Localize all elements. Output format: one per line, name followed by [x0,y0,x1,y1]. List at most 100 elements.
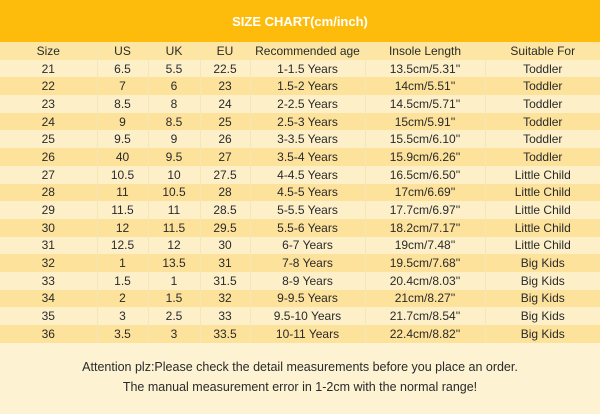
table-cell: 18.2cm/7.17'' [364,218,485,237]
table-cell: 25 [199,112,250,131]
table-cell: 1.5 [96,271,148,290]
table-cell: 33 [0,271,97,290]
table-cell: 6 [147,77,200,96]
table-cell: 10.5 [96,165,148,184]
table-cell: 31.5 [199,271,250,290]
table-cell: 8.5 [96,95,148,113]
table-row: 35 3 2.5 33 9.5-10 Years 21.7cm/8.54'' Big Kid… [0,307,600,325]
table-cell: 29 [0,201,97,219]
column-header: UK [147,42,200,60]
table-cell: 2-2.5 Years [249,95,365,113]
table-cell: 3 [147,325,200,343]
table-cell: 6.5 [96,59,148,78]
table-cell: 14cm/5.51'' [364,77,485,96]
table-cell: 11 [147,201,200,219]
table-row: 33 1.5 1 31.5 8-9 Years 20.4cm/8.03'' Big Kids [0,271,600,290]
table-cell: Toddler [484,112,600,131]
table-cell: 33.5 [199,325,250,343]
table-cell: 1.5-2 Years [249,77,365,96]
table-cell: 13.5cm/5.31'' [364,59,485,78]
table-cell: 28 [199,183,250,202]
table-cell: 22.5 [199,59,250,78]
table-cell: 32 [0,254,97,272]
table-cell: 25 [0,130,97,149]
column-header: US [96,42,148,60]
table-cell: 17cm/6.69'' [364,183,485,202]
table-row: 30 12 11.5 29.5 5.5-6 Years 18.2cm/7.17'' Litt… [0,218,600,237]
table-cell: 11.5 [147,218,200,237]
column-header: Size [0,42,97,60]
table-cell: Toddler [484,148,600,166]
table-cell: 23 [0,95,97,113]
table-cell: 9.5-10 Years [249,307,365,325]
table-cell: 34 [0,289,97,308]
column-header: Insole Length [364,42,485,60]
table-cell: 12.5 [96,236,148,255]
table-cell: 2.5-3 Years [249,112,365,131]
table-cell: 12 [96,218,148,237]
table-cell: 35 [0,307,97,325]
table-cell: 24 [0,112,97,131]
table-cell: 31 [0,236,97,255]
header-row: Size US UK EU Recommended age Insole Length Su… [0,42,600,60]
table-row: 22 7 6 23 1.5-2 Years 14cm/5.51'' Toddler [0,77,600,96]
table-cell: Big Kids [484,307,600,325]
table-cell: 19cm/7.48'' [364,236,485,255]
table-cell: Big Kids [484,325,600,343]
table-row: 27 10.5 10 27.5 4-4.5 Years 16.5cm/6.50'' Litt… [0,165,600,184]
table-cell: 8 [147,95,200,113]
table-cell: Little Child [484,201,600,219]
table-cell: 21cm/8.27'' [364,289,485,308]
table-cell: 27 [0,165,97,184]
table-cell: 11 [96,183,148,202]
table-cell: 22.4cm/8.82'' [364,325,485,343]
table-cell: 5.5 [147,59,200,78]
table-cell: 28.5 [199,201,250,219]
table-cell: 21 [0,59,97,78]
table-cell: 31 [199,254,250,272]
table-cell: Toddler [484,130,600,149]
table-cell: 15.5cm/6.10'' [364,130,485,149]
table-cell: 9 [147,130,200,149]
table-row: 36 3.5 3 33.5 10-11 Years 22.4cm/8.82'' Big Ki… [0,325,600,343]
table-cell: 6-7 Years [249,236,365,255]
table-cell: 11.5 [96,201,148,219]
table-cell: 12 [147,236,200,255]
table-cell: 27 [199,148,250,166]
size-chart-title: SIZE CHART(cm/inch) [0,0,600,42]
table-row: 23 8.5 8 24 2-2.5 Years 14.5cm/5.71'' Toddler [0,95,600,113]
table-cell: Big Kids [484,289,600,308]
table-cell: 36 [0,325,97,343]
size-chart-table: Size US UK EU Recommended age Insole Length Su… [0,42,600,343]
table-cell: 23 [199,77,250,96]
table-cell: Little Child [484,165,600,184]
table-cell: 27.5 [199,165,250,184]
table-cell: 33 [199,307,250,325]
table-cell: Toddler [484,95,600,113]
table-cell: 19.5cm/7.68'' [364,254,485,272]
table-cell: 3.5-4 Years [249,148,365,166]
table-cell: 9 [96,112,148,131]
table-cell: 10 [147,165,200,184]
table-cell: 15cm/5.91'' [364,112,485,131]
table-cell: 40 [96,148,148,166]
table-cell: 22 [0,77,97,96]
table-cell: 15.9cm/6.26'' [364,148,485,166]
table-cell: Little Child [484,218,600,237]
table-cell: Little Child [484,236,600,255]
table-cell: 3-3.5 Years [249,130,365,149]
table-cell: 13.5 [147,254,200,272]
table-cell: 17.7cm/6.97'' [364,201,485,219]
table-cell: Big Kids [484,271,600,290]
table-cell: 3.5 [96,325,148,343]
table-cell: 10.5 [147,183,200,202]
table-row: 24 9 8.5 25 2.5-3 Years 15cm/5.91'' Toddler [0,112,600,131]
table-cell: 20.4cm/8.03'' [364,271,485,290]
note-line: Attention plz:Please check the detail me… [82,359,518,374]
table-cell: Little Child [484,183,600,202]
table-row: 29 11.5 11 28.5 5-5.5 Years 17.7cm/6.97'' Litt… [0,201,600,219]
table-cell: 32 [199,289,250,308]
table-cell: 1 [147,271,200,290]
table-cell: 26 [199,130,250,149]
table-row: 32 1 13.5 31 7-8 Years 19.5cm/7.68'' Big Kids [0,254,600,272]
